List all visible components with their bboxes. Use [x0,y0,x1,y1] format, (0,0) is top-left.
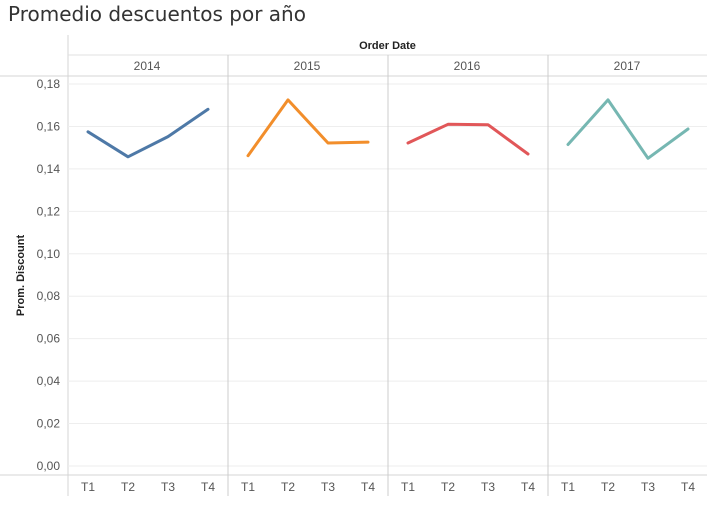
year-header-2014: 2014 [134,59,161,73]
x-tick-label: T2 [281,480,295,494]
year-header-2015: 2015 [294,59,321,73]
y-tick-label: 0,04 [37,374,61,388]
series-line-2017 [566,98,690,160]
y-tick-label: 0,08 [37,289,61,303]
y-tick-label: 0,06 [37,332,61,346]
y-tick-label: 0,18 [37,77,61,91]
x-tick-label: T1 [81,480,95,494]
series-line-2015 [246,98,370,158]
x-tick-label: T3 [481,480,495,494]
y-tick-label: 0,02 [37,417,61,431]
y-axis-title: Prom. Discount [15,235,27,317]
x-tick-label: T3 [641,480,655,494]
series-line-2016 [406,122,530,156]
x-tick-label: T3 [161,480,175,494]
x-tick-label: T2 [121,480,135,494]
x-tick-label: T1 [561,480,575,494]
x-tick-label: T4 [361,480,375,494]
x-tick-label: T4 [681,480,695,494]
year-header-2016: 2016 [454,59,481,73]
x-tick-label: T2 [601,480,615,494]
y-tick-label: 0,14 [37,162,61,176]
x-tick-label: T4 [521,480,535,494]
x-tick-label: T2 [441,480,455,494]
chart-title: Promedio descuentos por año [8,2,306,26]
year-header-2017: 2017 [614,59,641,73]
x-tick-label: T1 [241,480,255,494]
x-tick-label: T3 [321,480,335,494]
x-tick-label: T1 [401,480,415,494]
y-tick-label: 0,10 [37,247,61,261]
y-tick-label: 0,12 [37,204,61,218]
series-line-2014 [86,107,210,159]
y-tick-label: 0,16 [37,119,61,133]
x-tick-label: T4 [201,480,215,494]
y-tick-label: 0,00 [37,459,61,473]
column-header: Order Date [359,40,416,52]
